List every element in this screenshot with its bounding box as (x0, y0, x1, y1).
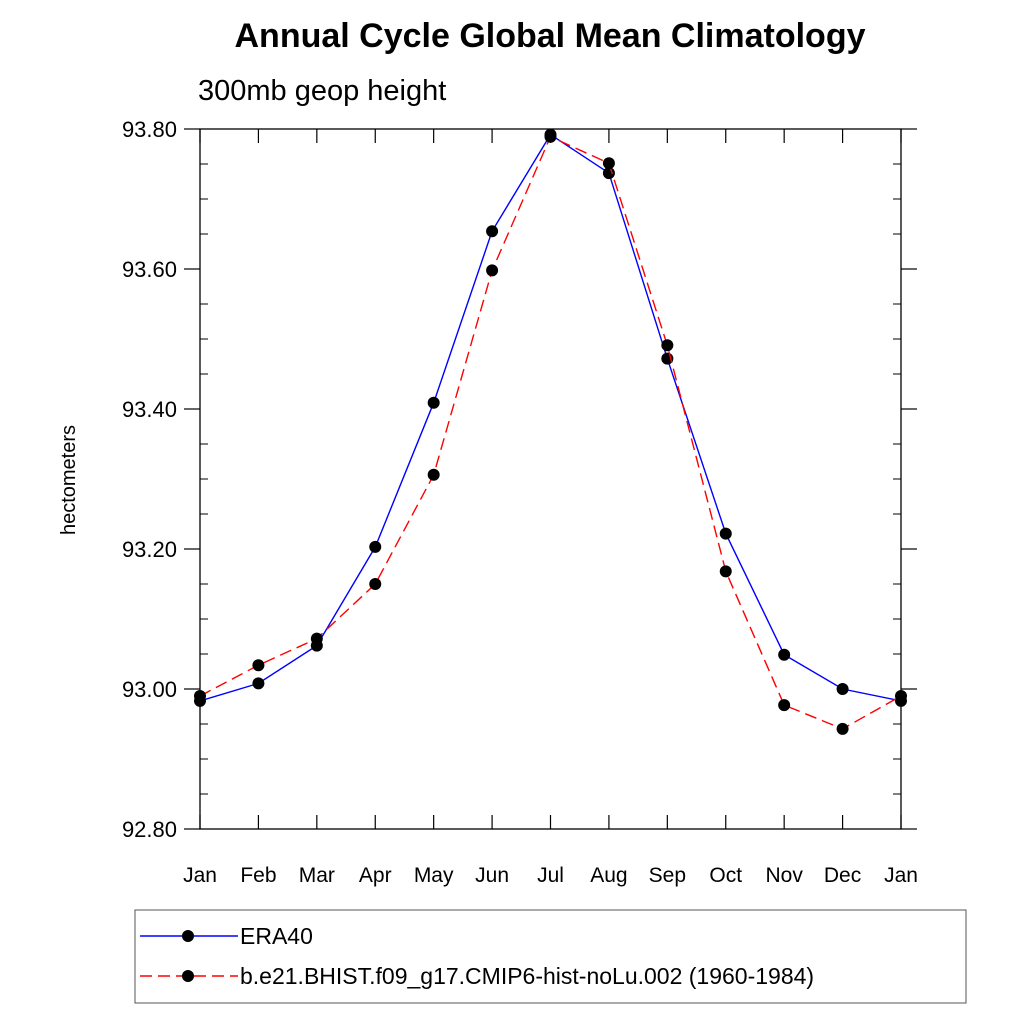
data-point (836, 722, 849, 735)
x-tick-label: Dec (824, 864, 861, 887)
chart-title: Annual Cycle Global Mean Climatology (235, 17, 866, 55)
x-tick-label: Jun (475, 864, 509, 887)
x-tick-label: Mar (299, 864, 335, 887)
data-point (661, 339, 674, 352)
y-tick-label: 93.40 (122, 397, 177, 422)
y-tick-label: 93.00 (122, 677, 177, 702)
series-2 (194, 130, 907, 735)
legend-label: ERA40 (240, 923, 313, 949)
legend-swatch-marker (182, 970, 194, 982)
series-line (199, 133, 902, 702)
x-tick-label: Aug (590, 864, 627, 887)
x-tick-label: Sep (649, 864, 686, 887)
x-tick-label: Nov (765, 864, 803, 887)
legend: ERA40 b.e21.BHIST.f09_g17.CMIP6-hist-noLu… (134, 909, 967, 1004)
x-tick-label: Apr (359, 864, 392, 887)
data-point (719, 565, 732, 578)
y-axis-label: hectometers (58, 425, 80, 535)
data-point (602, 157, 615, 170)
data-point (836, 683, 849, 695)
series-1 (194, 128, 907, 707)
data-point (427, 468, 440, 481)
axes: Jan Feb Mar Apr May Jun Jul Aug Sep Oct Nov Dec Jan 9… (122, 117, 918, 887)
y-tick-label: 93.60 (122, 257, 177, 282)
data-point (252, 677, 265, 690)
plot-frame (199, 128, 902, 830)
x-tick-label: Oct (709, 864, 742, 887)
legend-label: b.e21.BHIST.f09_g17.CMIP6-hist-noLu.002 … (240, 963, 814, 989)
data-point (369, 578, 382, 590)
data-point (544, 130, 557, 143)
data-point (486, 225, 499, 238)
data-point (486, 264, 499, 277)
data-point (252, 659, 265, 672)
data-point (895, 690, 907, 702)
series-line (199, 135, 902, 730)
x-tick-label: Jan (183, 864, 217, 887)
y-tick-label: 92.80 (122, 817, 177, 842)
x-tick-label: Jul (537, 864, 564, 887)
legend-box (134, 909, 967, 1004)
data-point (778, 648, 791, 661)
x-tick-label: Jan (884, 864, 918, 887)
y-tick-label: 93.20 (122, 537, 177, 562)
legend-swatch-marker (182, 930, 194, 942)
chart-subtitle: 300mb geop height (198, 75, 446, 107)
data-point (602, 167, 615, 180)
data-point (778, 699, 791, 712)
y-tick-label: 93.80 (122, 117, 177, 142)
data-point (369, 540, 382, 553)
x-tick-label: May (414, 864, 454, 887)
data-point (427, 396, 440, 409)
data-point (719, 527, 732, 540)
data-point (310, 632, 323, 645)
x-tick-label: Feb (240, 864, 276, 887)
series-group (194, 128, 907, 735)
data-point (194, 690, 206, 702)
